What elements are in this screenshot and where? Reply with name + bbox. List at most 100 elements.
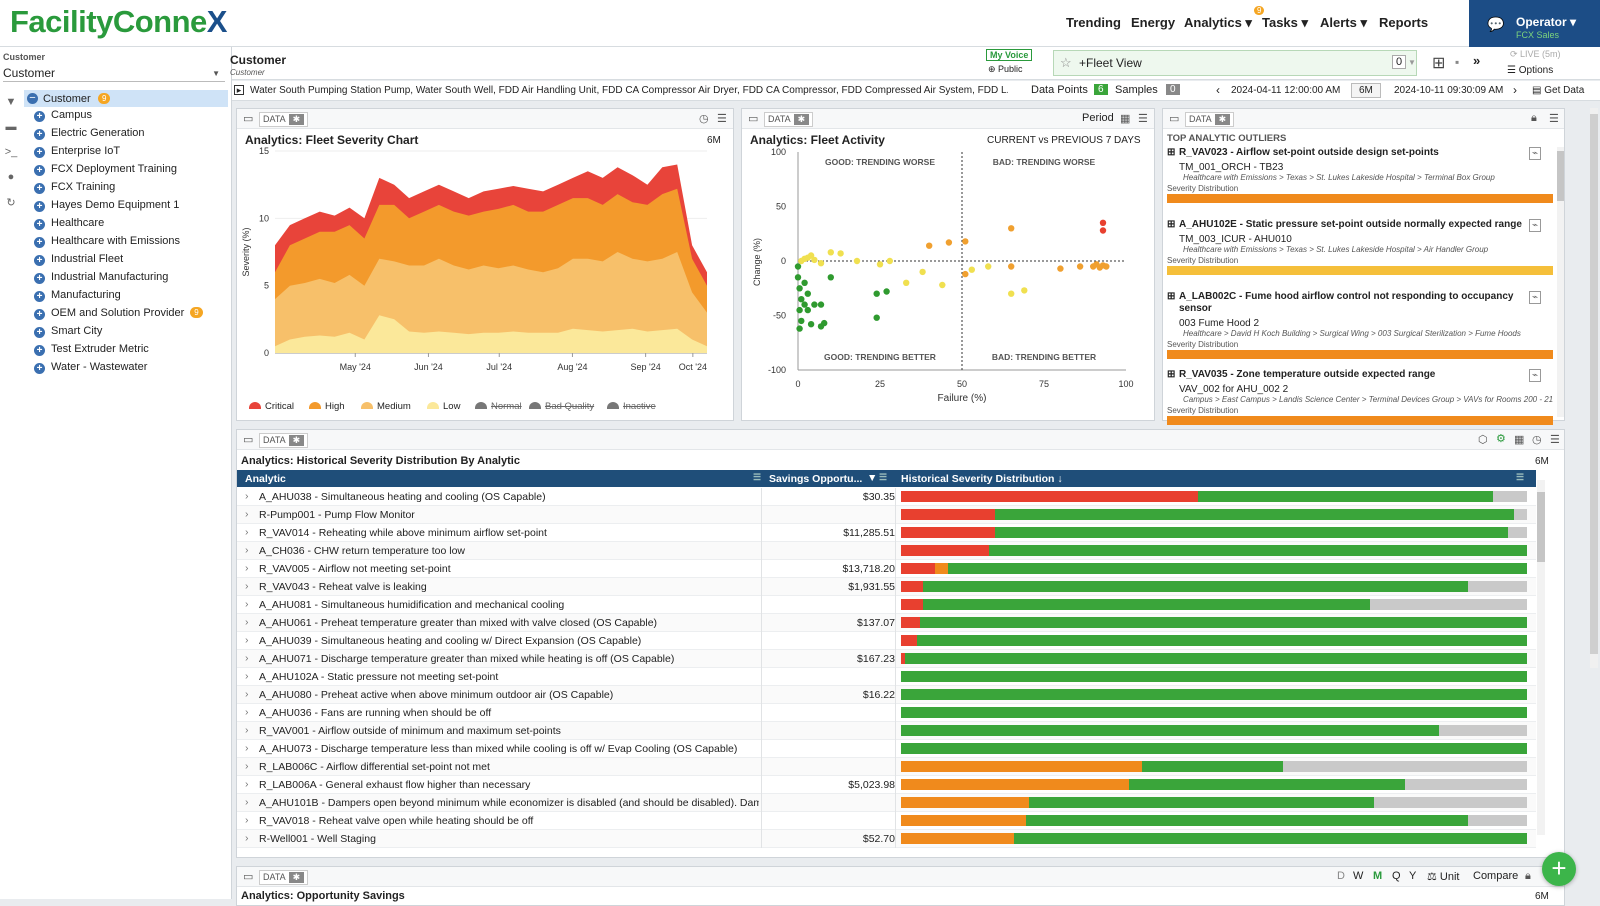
tree-item[interactable]: + Industrial Fleet xyxy=(34,251,230,268)
chevron-down-icon[interactable]: ▼ xyxy=(1408,58,1416,67)
scatter-point[interactable] xyxy=(968,266,975,273)
row-analytic-name[interactable]: A_AHU101B - Dampers open beyond minimum … xyxy=(259,797,759,809)
plus-icon[interactable]: + xyxy=(34,183,45,194)
grid-icon[interactable]: ▦ xyxy=(1120,113,1131,125)
outlier-name[interactable]: ⊞ A_LAB002C - Fume hood airflow control n… xyxy=(1167,291,1514,314)
plus-icon[interactable]: + xyxy=(34,129,45,140)
data-tag[interactable]: DATA ✱ xyxy=(1185,112,1235,127)
expand-icon[interactable]: ⊞ xyxy=(1167,147,1176,158)
row-analytic-name[interactable]: R_VAV043 - Reheat valve is leaking xyxy=(259,581,427,593)
scatter-point[interactable] xyxy=(1008,290,1015,297)
scatter-point[interactable] xyxy=(876,261,884,268)
plus-icon[interactable]: + xyxy=(34,201,45,212)
trend-chart-icon[interactable]: ⌁ xyxy=(1529,369,1542,382)
unit-button[interactable]: ⚖ Unit xyxy=(1427,871,1460,883)
expand-icon[interactable]: ⊞ xyxy=(1167,219,1176,230)
nav-analytics[interactable]: Analytics ▾ xyxy=(1184,15,1252,30)
tree-item[interactable]: + Industrial Manufacturing xyxy=(34,269,230,286)
table-row[interactable]: › A_AHU073 - Discharge temperature less t… xyxy=(237,740,1536,758)
filter-icon[interactable]: ▼ xyxy=(5,96,17,108)
outlier-name[interactable]: ⊞ R_VAV023 - Airflow set-point outside de… xyxy=(1167,147,1439,158)
chevron-left-icon[interactable]: ‹ xyxy=(1216,83,1220,97)
row-analytic-name[interactable]: R_LAB006A - General exhaust flow higher … xyxy=(259,779,531,791)
panel-toggle-icon[interactable]: ▭ xyxy=(748,113,759,125)
plus-icon[interactable]: + xyxy=(34,255,45,266)
app-logo[interactable]: FacilityConneX xyxy=(10,4,227,39)
plus-icon[interactable]: + xyxy=(34,111,45,122)
row-analytic-name[interactable]: A_AHU071 - Discharge temperature greater… xyxy=(259,653,675,665)
tree-item[interactable]: + Manufacturing xyxy=(34,287,230,304)
tree-item[interactable]: + Electric Generation xyxy=(34,125,230,142)
scatter-point[interactable] xyxy=(939,281,946,289)
scatter-point[interactable] xyxy=(919,268,926,276)
col-savings[interactable]: Savings Opportu... xyxy=(769,473,863,485)
table-row[interactable]: › R_VAV005 - Airflow not meeting set-poin… xyxy=(237,560,1536,578)
scatter-point[interactable] xyxy=(804,306,811,314)
plus-icon[interactable]: + xyxy=(34,363,45,374)
chevron-right-icon[interactable]: › xyxy=(245,490,249,502)
trend-chart-icon[interactable]: ⌁ xyxy=(1529,147,1542,160)
scatter-point[interactable] xyxy=(794,274,802,281)
nav-alerts[interactable]: Alerts ▾ xyxy=(1320,15,1367,30)
row-analytic-name[interactable]: A_AHU039 - Simultaneous heating and cool… xyxy=(259,635,642,647)
tree-item[interactable]: + Campus xyxy=(34,107,230,124)
scatter-point[interactable] xyxy=(811,301,818,308)
refresh-icon[interactable]: ↻ xyxy=(6,197,16,209)
nav-energy[interactable]: Energy xyxy=(1131,15,1176,30)
chevron-right-icon[interactable]: › xyxy=(245,742,249,754)
scatter-point[interactable] xyxy=(903,279,910,286)
scatter-point[interactable] xyxy=(804,290,811,297)
data-tag[interactable]: DATA ✱ xyxy=(259,112,309,127)
plus-icon[interactable]: + xyxy=(34,147,45,158)
nav-trending[interactable]: Trending xyxy=(1066,15,1121,30)
table-row[interactable]: › R_LAB006A - General exhaust flow higher… xyxy=(237,776,1536,794)
list-icon[interactable]: ▬ xyxy=(5,121,17,133)
column-menu-icon[interactable]: ☰ xyxy=(879,472,888,482)
chevron-right-icon[interactable]: › xyxy=(245,634,249,646)
range-month[interactable]: M xyxy=(1373,870,1383,882)
table-row[interactable]: › A_AHU038 - Simultaneous heating and coo… xyxy=(237,488,1536,506)
chat-icon[interactable]: 💬 xyxy=(1487,16,1505,32)
legend-item[interactable]: Bad Quality xyxy=(529,401,594,412)
lock-icon[interactable]: 🔒︎ xyxy=(1525,870,1531,882)
tree-item[interactable]: + Hayes Demo Equipment 1 xyxy=(34,197,230,214)
row-analytic-name[interactable]: R_VAV001 - Airflow outside of minimum an… xyxy=(259,725,561,737)
nav-reports[interactable]: Reports xyxy=(1379,15,1429,30)
col-distribution[interactable]: Historical Severity Distribution ↓ xyxy=(901,473,1063,485)
panel-toggle-icon[interactable]: ▭ xyxy=(243,113,254,125)
chevron-right-icon[interactable]: › xyxy=(245,724,249,736)
play-icon[interactable]: ▸ xyxy=(234,85,244,95)
end-date[interactable]: 2024-10-11 09:30:09 AM xyxy=(1394,85,1504,96)
tree-item[interactable]: + Test Extruder Metric xyxy=(34,341,230,358)
scatter-point[interactable] xyxy=(926,242,933,249)
chevron-right-icon[interactable]: › xyxy=(245,760,249,772)
expand-icon[interactable]: » xyxy=(1473,53,1481,68)
chevron-right-icon[interactable]: › xyxy=(245,652,249,664)
data-tag[interactable]: DATA ✱ xyxy=(764,112,814,127)
scatter-point[interactable] xyxy=(796,285,803,292)
cube-icon[interactable]: ⬡ xyxy=(1478,434,1488,446)
tree-item[interactable]: + Smart City xyxy=(34,323,230,340)
plus-icon[interactable]: + xyxy=(34,327,45,338)
scatter-point[interactable] xyxy=(817,260,825,267)
scatter-point[interactable] xyxy=(794,263,802,270)
plus-icon[interactable]: + xyxy=(34,345,45,356)
customer-select[interactable]: Customer ▼ xyxy=(3,66,225,82)
table-row[interactable]: › A_AHU080 - Preheat active when above mi… xyxy=(237,686,1536,704)
scatter-point[interactable] xyxy=(807,252,815,259)
row-analytic-name[interactable]: R_LAB006C - Airflow differential set-poi… xyxy=(259,761,490,773)
table-row[interactable]: › R_VAV001 - Airflow outside of minimum a… xyxy=(237,722,1536,740)
scatter-point[interactable] xyxy=(827,274,834,281)
plus-icon[interactable]: + xyxy=(34,291,45,302)
table-row[interactable]: › A_AHU071 - Discharge temperature greate… xyxy=(237,650,1536,668)
clock-icon[interactable]: ◷ xyxy=(1532,434,1542,446)
legend-item[interactable]: Low xyxy=(427,401,460,412)
table-row[interactable]: › R-Well001 - Well Staging $52.70 xyxy=(237,830,1536,848)
table-row[interactable]: › A_AHU102A - Static pressure not meeting… xyxy=(237,668,1536,686)
live-toggle[interactable]: ⟳ LIVE (5m) xyxy=(1510,49,1561,59)
outlier-item[interactable]: ⊞ A_AHU102E - Static pressure set-point o… xyxy=(1167,219,1553,275)
legend-item[interactable]: Normal xyxy=(475,401,522,412)
scatter-point[interactable] xyxy=(796,306,803,314)
row-analytic-name[interactable]: A_AHU038 - Simultaneous heating and cool… xyxy=(259,491,546,503)
menu-icon[interactable]: ☰ xyxy=(1550,434,1560,446)
